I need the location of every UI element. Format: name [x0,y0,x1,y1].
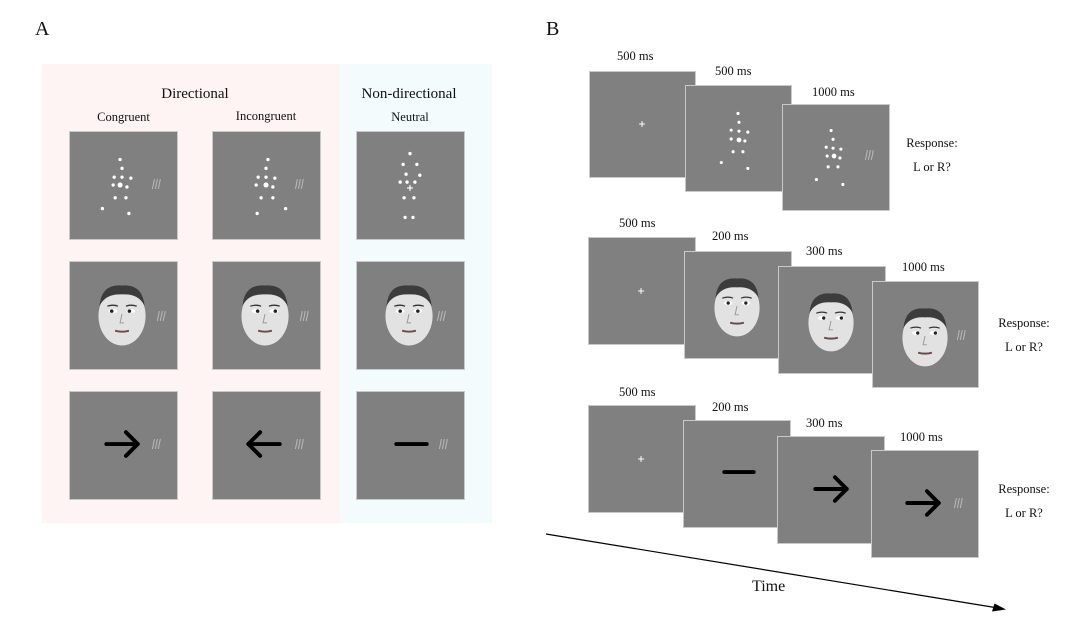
seq1-response-line1: Response: [906,136,958,150]
seq2-frame2-duration: 200 ms [712,229,749,243]
congruent-label: Congruent [97,110,150,124]
seq3-response: Response: L or R? [988,477,1060,525]
seq1-response-line2: L or R? [913,160,951,174]
seq2-response-line1: Response: [998,316,1050,330]
face-neutral [714,278,760,337]
congruent-walker-frame [69,131,178,240]
seq3-arrow-frame [777,436,885,544]
seq2-response: Response: L or R? [988,311,1060,359]
congruent-face-frame [69,261,178,370]
seq1-walker-target-frame [782,104,890,211]
panel-a-letter: A [35,18,50,40]
walker-right-with-target [254,157,304,216]
seq2-frame4-duration: 1000 ms [902,260,945,274]
fixation-cross-icon [639,121,645,127]
seq3-fixation-frame [588,405,696,513]
incongruent-walker-frame [212,131,321,240]
neutral-face-frame [356,261,465,370]
seq1-response: Response: L or R? [898,131,966,179]
seq3-frame2-duration: 200 ms [712,400,749,414]
seq3-frame4-duration: 1000 ms [900,430,943,444]
incongruent-face-frame [212,261,321,370]
directional-header: Directional [161,86,229,102]
seq2-face-gaze-frame [778,266,886,374]
seq3-arrow-target-frame [871,450,979,558]
fixation-cross-icon [638,288,644,294]
seq1-fixation-frame [589,71,696,178]
neutral-dash-frame [356,391,465,500]
face-gaze-right-with-target [241,285,309,346]
time-label: Time [752,578,786,595]
seq3-response-line2: L or R? [1005,506,1043,520]
face-gaze-left-with-target [98,285,166,346]
walker-with-target [814,128,874,187]
dash-icon [722,470,756,475]
seq1-frame2-duration: 500 ms [715,64,752,78]
seq1-walker-frame [685,85,792,192]
incongruent-label: Incongruent [235,109,297,123]
walker-left-with-target [100,157,161,216]
arrow-right-icon [104,430,161,458]
seq2-frame1-duration: 500 ms [619,216,656,230]
seq3-frame3-duration: 300 ms [806,416,843,430]
nondirectional-header: Non-directional [361,86,457,102]
walker-figure [719,111,750,170]
fixation-cross-icon [638,456,644,462]
time-arrow [545,533,1006,612]
seq2-fixation-frame [588,237,696,345]
seq3-frame1-duration: 500 ms [619,385,656,399]
congruent-arrow-frame [69,391,178,500]
seq3-dash-frame [683,420,791,528]
seq2-face-target-frame [872,281,979,388]
seq2-frame3-duration: 300 ms [806,244,843,258]
face-gaze-right [808,293,854,352]
panel-b-letter: B [546,18,560,40]
arrow-left-icon [246,430,304,458]
incongruent-arrow-frame [212,391,321,500]
face-with-target [902,308,966,367]
walker-scrambled [398,151,422,220]
arrow-right-with-target [905,489,963,517]
neutral-label: Neutral [391,110,429,124]
dash-icon [394,439,448,450]
arrow-right-icon [813,475,849,503]
seq1-frame3-duration: 1000 ms [812,85,855,99]
seq1-frame1-duration: 500 ms [617,49,654,63]
seq2-response-line2: L or R? [1005,340,1043,354]
seq3-response-line1: Response: [998,482,1050,496]
face-gaze-straight-with-target [385,285,446,346]
neutral-walker-frame [356,131,465,240]
seq2-face-frame [684,251,792,359]
